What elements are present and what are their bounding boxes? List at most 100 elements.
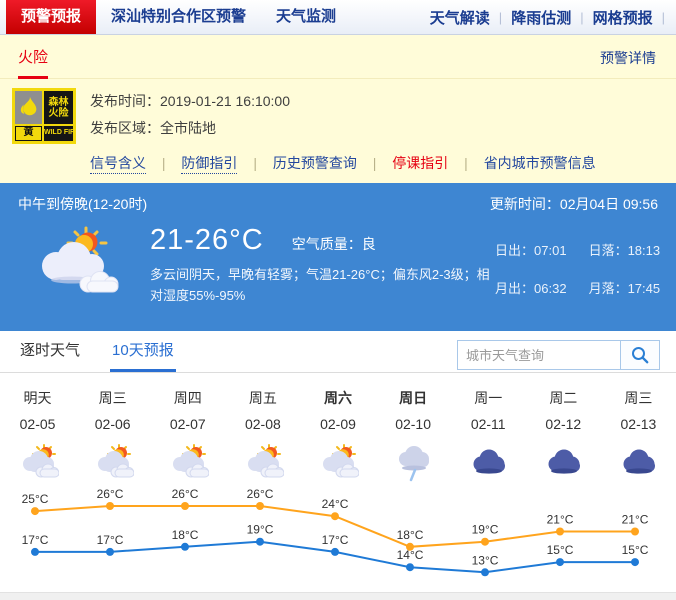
forecast-section: 逐时天气 10天预报 明天 02-05 xyxy=(0,331,676,592)
publish-time: 发布时间：2019-01-21 16:10:00 xyxy=(90,93,290,109)
air-quality: 空气质量：良 xyxy=(291,236,376,252)
current-weather-content: 21-26°C 空气质量：良 多云间阴天，早晚有轻雾；气温21-26°C；偏东风… xyxy=(18,224,661,306)
publish-area: 发布区域：全市陆地 xyxy=(90,120,216,136)
weather-description: 多云间阴天，早晚有轻雾；气温21-26°C；偏东风2-3级；相对湿度55%-95… xyxy=(150,267,490,303)
link-defense-guide[interactable]: 防御指引 xyxy=(181,155,238,174)
svg-text:21°C: 21°C xyxy=(622,513,649,527)
link-separator: | xyxy=(161,155,166,171)
link-class-suspension-guide[interactable]: 停课指引 xyxy=(392,155,449,171)
forecast-day-02-12: 周二 02-12 xyxy=(526,389,601,483)
link-signal-meaning[interactable]: 信号含义 xyxy=(90,155,146,174)
city-weather-search xyxy=(457,340,660,370)
warning-section: 火险 预警详情 森林 火险 黄 WILD FIRE xyxy=(0,35,676,183)
day-date: 02-09 xyxy=(320,416,356,432)
cloudy-sun-icon xyxy=(150,443,225,483)
tab-hourly-weather[interactable]: 逐时天气 xyxy=(20,342,81,359)
forecast-day-02-13: 周三 02-13 xyxy=(601,389,676,483)
svg-text:21°C: 21°C xyxy=(547,513,574,527)
current-weather-header: 中午到傍晚(12-20时) 更新时间：02月04日 09:56 xyxy=(18,194,658,214)
forecast-day-02-06: 周三 02-06 xyxy=(75,389,150,483)
day-label: 周六 xyxy=(323,390,352,406)
day-date: 02-05 xyxy=(19,416,56,432)
warning-icon-title: 森林 火险 xyxy=(44,91,73,124)
link-province-city-warnings[interactable]: 省内城市预警信息 xyxy=(483,155,596,171)
svg-text:14°C: 14°C xyxy=(397,548,424,562)
current-weather-summary: 21-26°C 空气质量：良 多云间阴天，早晚有轻雾；气温21-26°C；偏东风… xyxy=(150,224,495,306)
cloud-icon xyxy=(526,443,601,483)
warning-tab-row: 火险 预警详情 xyxy=(0,35,676,79)
warning-body: 森林 火险 黄 WILD FIRE 发布时间：2019-01-21 16:10:… xyxy=(0,79,676,174)
nav-tab-shenshan-warning[interactable]: 深汕特别合作区预警 xyxy=(111,8,247,25)
svg-text:24°C: 24°C xyxy=(322,497,349,511)
svg-text:25°C: 25°C xyxy=(22,492,49,506)
nav-separator: | xyxy=(580,9,584,25)
search-icon xyxy=(632,347,649,364)
day-date: 02-12 xyxy=(545,416,582,432)
nav-tab-weather-monitoring[interactable]: 天气监测 xyxy=(276,8,337,25)
svg-text:18°C: 18°C xyxy=(397,528,424,542)
moonset-time: 月落：17:45 xyxy=(588,280,661,296)
warning-info: 发布时间：2019-01-21 16:10:00 发布区域：全市陆地 信号含义 … xyxy=(90,88,596,174)
forecast-day-02-10: 周日 02-10 xyxy=(376,389,451,483)
period-title: 中午到傍晚(12-20时) xyxy=(18,196,148,212)
svg-text:13°C: 13°C xyxy=(472,553,499,567)
day-label: 周四 xyxy=(173,390,202,406)
day-date: 02-10 xyxy=(395,416,431,432)
day-date: 02-08 xyxy=(244,416,281,432)
day-date: 02-13 xyxy=(620,416,657,432)
cloudy-sun-icon xyxy=(0,443,75,483)
day-label: 周二 xyxy=(549,390,578,406)
svg-text:19°C: 19°C xyxy=(472,523,499,537)
warning-details-link[interactable]: 预警详情 xyxy=(600,50,656,66)
warning-level-badge: 黄 xyxy=(15,126,42,141)
svg-text:17°C: 17°C xyxy=(322,533,349,547)
cloud-icon xyxy=(451,443,526,483)
tab-10day-forecast[interactable]: 10天预报 xyxy=(110,339,176,372)
search-button[interactable] xyxy=(620,340,660,370)
link-history-warning-query[interactable]: 历史预警查询 xyxy=(272,155,357,171)
top-nav: 预警预报 深汕特别合作区预警 天气监测 天气解读 | 降雨估测 | 网格预报 | xyxy=(0,0,676,35)
svg-text:26°C: 26°C xyxy=(172,487,199,501)
link-separator: | xyxy=(372,155,377,171)
forecast-day-02-08: 周五 02-08 xyxy=(225,389,300,483)
day-label: 周三 xyxy=(98,390,127,406)
warning-level-en: WILD FIRE xyxy=(44,126,73,141)
day-label: 周五 xyxy=(248,390,277,406)
svg-text:17°C: 17°C xyxy=(22,533,49,547)
link-separator: | xyxy=(253,155,257,171)
svg-text:15°C: 15°C xyxy=(547,543,574,557)
nav-separator: | xyxy=(661,9,665,25)
tab-fire-risk[interactable]: 火险 xyxy=(18,46,49,79)
nav-tab-warning-forecast[interactable]: 预警预报 xyxy=(6,0,97,34)
nav-link-grid-forecast[interactable]: 网格预报 xyxy=(592,9,653,27)
sunrise-time: 日出：07:01 xyxy=(495,243,567,258)
flame-icon xyxy=(15,91,42,124)
partly-cloudy-icon xyxy=(28,226,128,306)
cloud-icon xyxy=(601,443,676,483)
link-separator: | xyxy=(464,155,468,171)
sunset-time: 日落：18:13 xyxy=(588,243,661,258)
nav-separator: | xyxy=(498,9,503,25)
nav-link-rainfall-estimation[interactable]: 降雨估测 xyxy=(511,9,572,27)
day-date: 02-11 xyxy=(470,416,506,432)
update-time: 更新时间：02月04日 09:56 xyxy=(489,196,658,212)
forecast-day-02-07: 周四 02-07 xyxy=(150,389,225,483)
cloudy-sun-icon xyxy=(225,443,300,483)
forecast-days-row: 明天 02-05 周三 02-06 xyxy=(0,389,676,483)
day-date: 02-06 xyxy=(94,416,131,432)
temperature-chart: 25°C 26°C 26°C 26°C 24°C 18°C 19°C 21°C 21°C 17°C… xyxy=(22,487,649,577)
cloudy-sun-icon xyxy=(75,443,150,483)
nav-link-weather-interpretation[interactable]: 天气解读 xyxy=(429,9,490,27)
forecast-day-02-09: 周六 02-09 xyxy=(300,389,375,483)
svg-text:15°C: 15°C xyxy=(622,543,649,557)
rain-icon xyxy=(376,443,451,483)
forecast-tab-row: 逐时天气 10天预报 xyxy=(0,331,676,373)
svg-text:17°C: 17°C xyxy=(97,533,124,547)
forecast-day-02-05: 明天 02-05 xyxy=(0,389,75,483)
svg-text:26°C: 26°C xyxy=(97,487,124,501)
search-input[interactable] xyxy=(457,340,620,370)
forecast-day-02-11: 周一 02-11 xyxy=(451,389,526,483)
current-weather-panel: 中午到傍晚(12-20时) 更新时间：02月04日 09:56 xyxy=(0,183,676,331)
moonrise-time: 月出：06:32 xyxy=(495,280,567,296)
